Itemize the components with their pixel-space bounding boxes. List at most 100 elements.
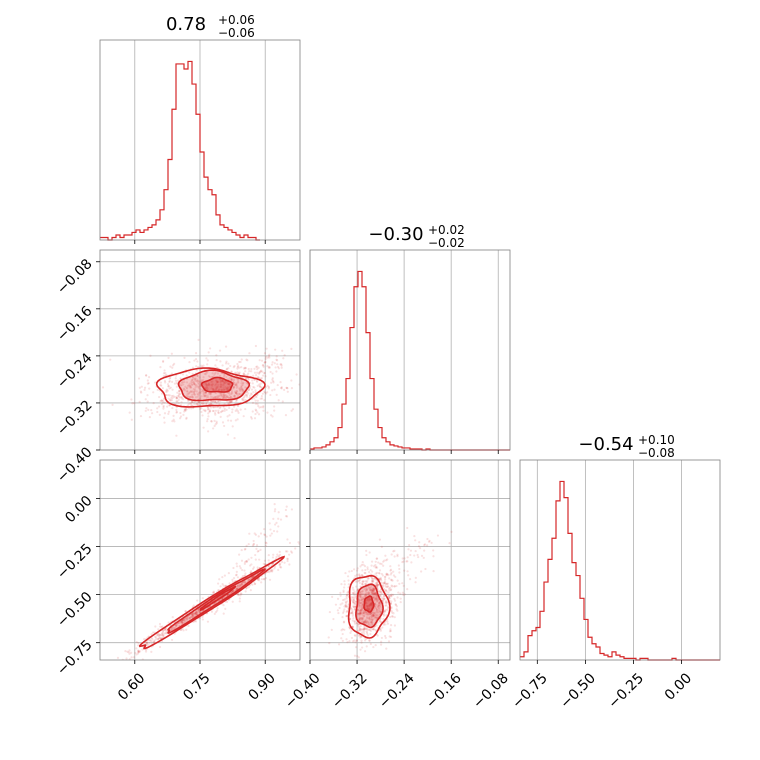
sample-point bbox=[374, 597, 378, 600]
sample-point bbox=[369, 622, 373, 625]
sample-point bbox=[391, 615, 394, 618]
sample-point bbox=[368, 613, 371, 616]
sample-point bbox=[363, 582, 367, 585]
sample-point bbox=[220, 395, 223, 398]
sample-point bbox=[185, 618, 188, 621]
sample-point bbox=[286, 387, 289, 390]
sample-point bbox=[383, 611, 386, 614]
sample-point bbox=[201, 388, 204, 391]
sample-point bbox=[220, 389, 223, 392]
sample-point bbox=[214, 395, 217, 399]
sample-point bbox=[191, 390, 194, 393]
sample-point bbox=[205, 403, 208, 406]
sample-point bbox=[230, 378, 233, 381]
sample-point bbox=[162, 634, 165, 637]
sample-point bbox=[365, 621, 368, 624]
sample-point bbox=[226, 600, 229, 603]
sample-point bbox=[362, 627, 365, 630]
sample-point bbox=[218, 578, 221, 581]
sample-point bbox=[183, 618, 186, 621]
sample-point bbox=[350, 608, 353, 611]
sample-point bbox=[390, 578, 393, 581]
sample-point bbox=[374, 605, 377, 609]
sample-point bbox=[237, 404, 240, 407]
sample-point bbox=[342, 590, 345, 594]
sample-point bbox=[192, 612, 195, 615]
sample-point bbox=[161, 387, 164, 390]
sample-point bbox=[178, 396, 181, 399]
sample-point bbox=[185, 616, 189, 619]
param-title-0: 0.78 bbox=[166, 14, 206, 35]
sample-point bbox=[192, 604, 195, 607]
sample-point bbox=[245, 544, 248, 547]
sample-point bbox=[352, 588, 355, 591]
sample-point bbox=[196, 378, 199, 381]
sample-point bbox=[215, 405, 218, 408]
sample-point bbox=[256, 371, 259, 374]
sample-point bbox=[358, 612, 362, 615]
sample-point bbox=[365, 620, 368, 623]
sample-point bbox=[258, 371, 261, 374]
sample-point bbox=[280, 387, 283, 390]
sample-point bbox=[407, 548, 410, 551]
sample-point bbox=[284, 508, 287, 512]
sample-point bbox=[285, 386, 288, 390]
sample-point bbox=[360, 590, 364, 593]
title-plus-error: +0.10 bbox=[638, 433, 675, 447]
sample-point bbox=[215, 401, 218, 405]
sample-point bbox=[189, 395, 192, 399]
sample-point bbox=[167, 397, 170, 400]
sample-point bbox=[210, 395, 213, 398]
sample-point bbox=[215, 396, 218, 399]
sample-point bbox=[236, 380, 240, 383]
contour-level bbox=[200, 376, 234, 393]
sample-point bbox=[376, 583, 380, 587]
sample-point bbox=[254, 402, 257, 405]
sample-point bbox=[361, 609, 364, 612]
sample-point bbox=[157, 405, 161, 408]
sample-point bbox=[214, 387, 217, 391]
sample-point bbox=[377, 603, 380, 606]
sample-point bbox=[376, 585, 379, 589]
sample-point bbox=[137, 650, 140, 654]
sample-point bbox=[193, 612, 197, 616]
sample-point bbox=[361, 602, 364, 606]
sample-point bbox=[229, 395, 232, 399]
sample-point bbox=[193, 388, 197, 391]
sample-point bbox=[363, 588, 366, 591]
sample-point bbox=[353, 622, 357, 625]
sample-point bbox=[276, 363, 279, 366]
sample-point bbox=[199, 391, 202, 395]
sample-point bbox=[206, 363, 209, 366]
sample-point bbox=[243, 574, 246, 577]
sample-point bbox=[286, 557, 289, 560]
sample-point bbox=[236, 584, 240, 587]
sample-point bbox=[350, 629, 353, 633]
sample-point bbox=[361, 583, 364, 586]
sample-point bbox=[361, 617, 364, 620]
sample-point bbox=[375, 584, 378, 587]
sample-point bbox=[240, 358, 243, 361]
sample-point bbox=[353, 620, 356, 623]
sample-point bbox=[180, 620, 184, 624]
sample-point bbox=[175, 397, 178, 400]
sample-point bbox=[219, 383, 223, 386]
sample-point bbox=[358, 578, 362, 581]
sample-point bbox=[222, 396, 225, 400]
sample-point bbox=[146, 394, 149, 397]
sample-point bbox=[169, 376, 172, 380]
sample-point bbox=[339, 594, 342, 597]
sample-point bbox=[379, 604, 382, 607]
sample-point bbox=[230, 377, 233, 380]
sample-point bbox=[213, 411, 217, 415]
sample-point bbox=[360, 635, 363, 638]
sample-point bbox=[371, 570, 374, 573]
sample-point bbox=[353, 592, 356, 595]
sample-point bbox=[202, 389, 205, 392]
sample-point bbox=[239, 594, 242, 597]
sample-point bbox=[223, 407, 226, 411]
sample-point bbox=[209, 406, 213, 409]
sample-point bbox=[261, 397, 264, 400]
sample-point bbox=[168, 398, 172, 402]
sample-point bbox=[211, 383, 214, 386]
